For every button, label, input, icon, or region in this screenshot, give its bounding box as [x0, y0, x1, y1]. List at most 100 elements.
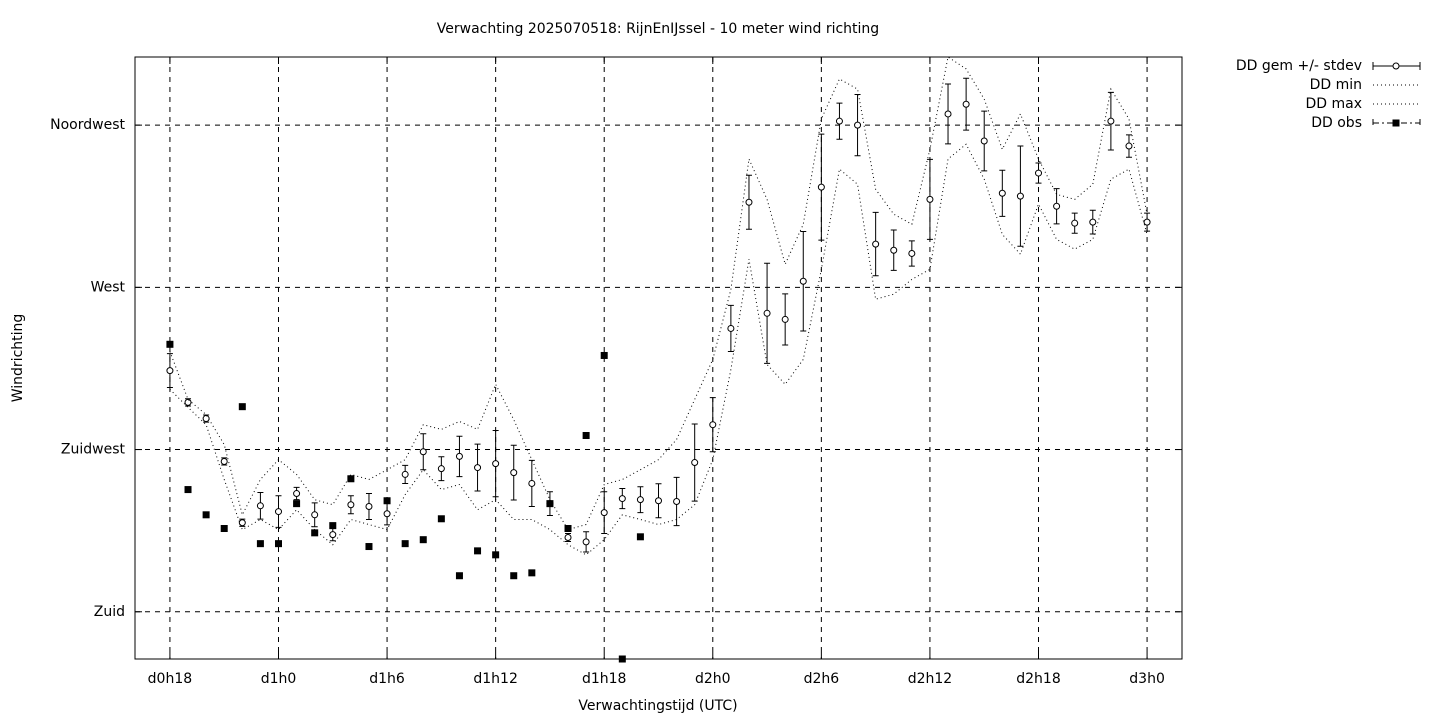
mean-point: [474, 464, 482, 472]
x-tick-label: d2h0: [695, 671, 731, 687]
mean-point: [1107, 117, 1115, 125]
legend-sample: [1392, 119, 1400, 127]
obs-point: [347, 475, 355, 483]
mean-point: [944, 110, 952, 118]
mean-point: [926, 195, 934, 203]
obs-point: [256, 540, 264, 548]
obs-point: [311, 529, 319, 537]
obs-point: [618, 655, 626, 663]
x-tick-label: d1h18: [582, 671, 626, 687]
mean-point: [383, 510, 391, 518]
range-line: [169, 56, 1148, 531]
mean-point: [835, 117, 843, 125]
x-tick-label: d2h12: [908, 671, 952, 687]
range-line: [169, 143, 1148, 556]
obs-point: [220, 525, 228, 533]
mean-point: [781, 315, 789, 323]
y-tick-label: Noordwest: [50, 117, 125, 133]
obs-point: [582, 432, 590, 440]
mean-point: [763, 309, 771, 317]
mean-point: [673, 497, 681, 505]
mean-point: [1071, 219, 1079, 227]
mean-point: [962, 100, 970, 108]
obs-point: [600, 351, 608, 359]
x-tick-label: d2h18: [1016, 671, 1060, 687]
mean-point: [799, 277, 807, 285]
mean-point: [817, 183, 825, 191]
mean-point: [709, 421, 717, 429]
obs-point: [474, 547, 482, 555]
mean-point: [582, 538, 590, 546]
mean-point: [510, 469, 518, 477]
obs-point: [564, 525, 572, 533]
obs-point: [401, 540, 409, 548]
obs-point: [274, 540, 282, 548]
mean-point: [184, 398, 192, 406]
obs-point: [184, 486, 192, 494]
legend-sample: [1392, 62, 1400, 70]
obs-point: [510, 572, 518, 580]
mean-point: [908, 249, 916, 257]
x-tick-label: d2h6: [804, 671, 840, 687]
obs-point: [437, 515, 445, 523]
mean-point: [890, 246, 898, 254]
mean-point: [1016, 192, 1024, 200]
mean-point: [1125, 142, 1133, 150]
obs-point: [492, 551, 500, 559]
mean-point: [528, 479, 536, 487]
y-tick-label: Zuidwest: [61, 442, 126, 458]
plot-frame: [134, 56, 1183, 660]
obs-point: [329, 522, 337, 530]
mean-point: [1143, 218, 1151, 226]
x-tick-label: d1h6: [369, 671, 405, 687]
mean-point: [872, 240, 880, 248]
mean-point: [745, 198, 753, 206]
mean-point: [256, 502, 264, 510]
obs-point: [293, 500, 301, 508]
obs-point: [636, 533, 644, 541]
x-tick-label: d1h12: [473, 671, 517, 687]
legend-label: DD obs: [1311, 115, 1362, 131]
obs-point: [238, 403, 246, 411]
legend-label: DD gem +/- stdev: [1236, 58, 1362, 74]
mean-point: [166, 367, 174, 375]
chart-title: Verwachting 2025070518: RijnEnIJssel - 1…: [437, 21, 879, 37]
mean-point: [1089, 218, 1097, 226]
mean-point: [1035, 169, 1043, 177]
obs-point: [166, 340, 174, 348]
mean-point: [401, 470, 409, 478]
mean-point: [329, 531, 337, 539]
mean-point: [347, 501, 355, 509]
mean-point: [492, 460, 500, 468]
mean-point: [455, 452, 463, 460]
mean-point: [293, 490, 301, 498]
obs-point: [419, 536, 427, 544]
mean-point: [600, 509, 608, 517]
mean-point: [311, 511, 319, 519]
mean-point: [727, 324, 735, 332]
obs-point: [528, 569, 536, 577]
mean-point: [998, 189, 1006, 197]
mean-point: [419, 448, 427, 456]
mean-point: [220, 457, 228, 465]
mean-point: [365, 503, 373, 511]
y-tick-label: West: [91, 279, 126, 295]
mean-point: [655, 497, 662, 505]
y-axis-label: Windrichting: [10, 314, 26, 403]
obs-point: [202, 511, 210, 519]
x-tick-label: d0h18: [148, 671, 192, 687]
mean-point: [437, 465, 445, 473]
obs-point: [365, 543, 373, 551]
mean-point: [618, 495, 626, 503]
obs-point: [455, 572, 463, 580]
legend-label: DD min: [1310, 77, 1362, 93]
x-axis-label: Verwachtingstijd (UTC): [578, 698, 737, 714]
mean-point: [1053, 202, 1061, 210]
mean-point: [202, 415, 210, 423]
obs-point: [546, 500, 554, 508]
obs-point: [383, 497, 391, 505]
mean-point: [691, 459, 699, 467]
legend-label: DD max: [1305, 96, 1362, 112]
